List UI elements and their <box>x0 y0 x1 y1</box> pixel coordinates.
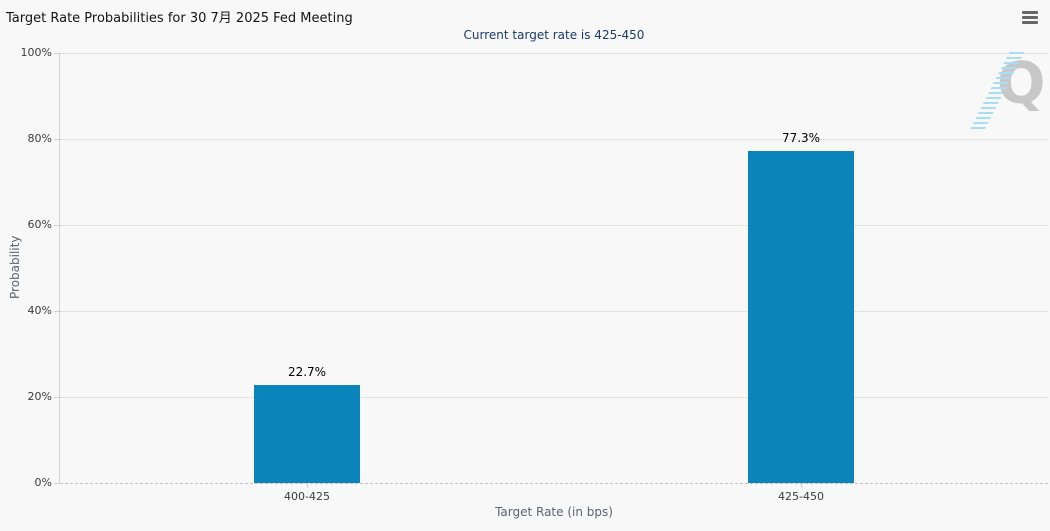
bar-425-450[interactable] <box>748 150 854 483</box>
hamburger-menu-icon <box>1022 11 1038 24</box>
gridline <box>60 311 1048 312</box>
y-tick-mark <box>54 483 60 484</box>
gridline <box>60 139 1048 140</box>
y-tick-mark <box>54 53 60 54</box>
y-tick-label: 80% <box>27 132 52 145</box>
plot-area: 0% 20% 40% 60% 80% 100% 22.7% 400-425 77.3% 425-4… <box>21 46 1048 503</box>
bar-value-label: 77.3% <box>781 130 821 145</box>
y-tick-mark <box>54 311 60 312</box>
chart-menu-button[interactable] <box>1019 6 1041 29</box>
x-tick-mark <box>801 483 802 488</box>
x-tick-label: 400-425 <box>284 490 330 503</box>
y-axis-title: Probability <box>8 235 22 299</box>
y-tick-mark <box>54 139 60 140</box>
bar-400-425[interactable] <box>254 385 360 483</box>
bar-value-label: 22.7% <box>287 365 327 380</box>
y-tick-label: 0% <box>34 476 52 489</box>
x-axis-title: Target Rate (in bps) <box>495 505 613 519</box>
chart-subtitle: Current target rate is 425-450 <box>463 28 645 42</box>
x-axis-line <box>60 483 1048 484</box>
chart-title: Target Rate Probabilities for 30 7月 2025… <box>6 11 353 26</box>
y-tick-label: 40% <box>27 304 52 317</box>
y-tick-label: 60% <box>27 218 52 231</box>
y-axis-line <box>59 53 60 483</box>
x-tick-label: 425-450 <box>778 490 824 503</box>
gridline <box>60 225 1048 226</box>
y-tick-label: 100% <box>20 46 52 59</box>
y-tick-label: 20% <box>27 390 52 403</box>
y-tick-mark <box>54 397 60 398</box>
gridline <box>60 53 1048 54</box>
x-tick-mark <box>307 483 308 488</box>
gridline <box>60 397 1048 398</box>
y-tick-mark <box>54 225 60 226</box>
